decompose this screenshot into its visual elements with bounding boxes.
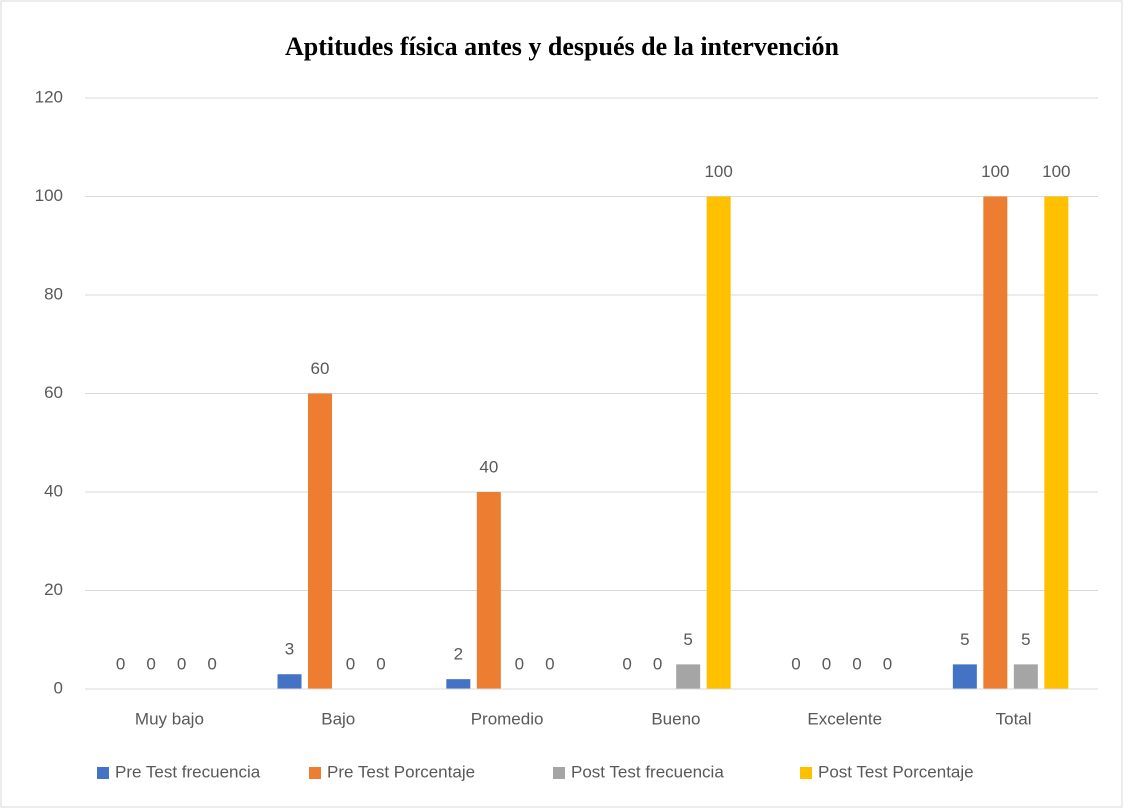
data-label: 0 bbox=[852, 654, 861, 673]
x-tick-label: Bueno bbox=[651, 709, 700, 728]
legend-label: Pre Test Porcentaje bbox=[327, 762, 475, 781]
x-tick-label: Bajo bbox=[321, 709, 355, 728]
data-label: 100 bbox=[704, 162, 732, 181]
bar bbox=[1013, 664, 1038, 689]
data-label: 0 bbox=[653, 654, 662, 673]
legend-swatch bbox=[553, 767, 565, 779]
data-label: 5 bbox=[1021, 630, 1030, 649]
legend-label: Post Test Porcentaje bbox=[818, 762, 974, 781]
data-label: 0 bbox=[177, 654, 186, 673]
data-label: 100 bbox=[981, 162, 1009, 181]
y-tick-label: 100 bbox=[35, 186, 63, 205]
x-tick-label: Muy bajo bbox=[135, 709, 204, 728]
y-tick-label: 0 bbox=[54, 678, 63, 697]
data-label: 0 bbox=[822, 654, 831, 673]
bar bbox=[476, 492, 501, 689]
bar bbox=[952, 664, 977, 689]
bar bbox=[676, 664, 701, 689]
bar bbox=[983, 196, 1008, 689]
data-label: 0 bbox=[346, 654, 355, 673]
x-tick-label: Excelente bbox=[807, 709, 882, 728]
data-label: 5 bbox=[960, 630, 969, 649]
y-tick-label: 40 bbox=[44, 481, 63, 500]
data-label: 60 bbox=[311, 359, 330, 378]
x-tick-label: Promedio bbox=[471, 709, 544, 728]
y-tick-label: 20 bbox=[44, 580, 63, 599]
data-label: 0 bbox=[791, 654, 800, 673]
data-label: 0 bbox=[622, 654, 631, 673]
data-label: 2 bbox=[454, 645, 463, 664]
bar bbox=[308, 393, 332, 689]
data-label: 0 bbox=[883, 654, 892, 673]
chart-title: Aptitudes física antes y después de la i… bbox=[285, 32, 840, 61]
bar bbox=[446, 679, 471, 689]
y-tick-label: 120 bbox=[35, 87, 63, 106]
legend-label: Post Test frecuencia bbox=[571, 762, 724, 781]
data-label: 0 bbox=[146, 654, 155, 673]
data-label: 0 bbox=[515, 654, 524, 673]
data-label: 0 bbox=[376, 654, 385, 673]
data-label: 40 bbox=[479, 457, 498, 476]
bar bbox=[1044, 196, 1069, 689]
data-label: 5 bbox=[683, 630, 692, 649]
y-tick-label: 80 bbox=[44, 284, 63, 303]
data-label: 3 bbox=[285, 640, 294, 659]
data-label: 0 bbox=[545, 654, 554, 673]
legend-label: Pre Test frecuencia bbox=[115, 762, 261, 781]
x-tick-label: Total bbox=[996, 709, 1032, 728]
data-label: 0 bbox=[116, 654, 125, 673]
legend-swatch bbox=[309, 767, 321, 779]
y-tick-label: 60 bbox=[44, 383, 63, 402]
bar bbox=[706, 196, 731, 689]
legend-swatch bbox=[97, 767, 109, 779]
bar bbox=[277, 674, 302, 689]
legend-swatch bbox=[800, 767, 812, 779]
data-label: 100 bbox=[1042, 162, 1070, 181]
data-label: 0 bbox=[207, 654, 216, 673]
